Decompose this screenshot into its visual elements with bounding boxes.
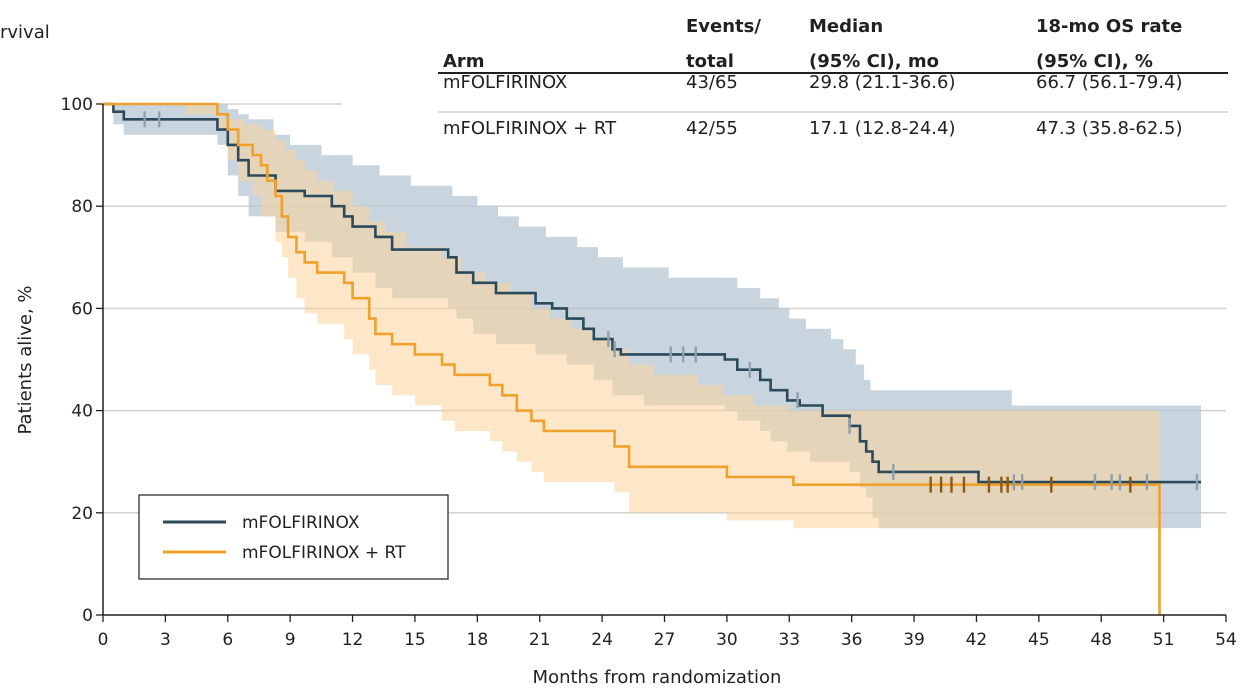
table-cell-r0-c0: mFOLFIRINOX (443, 72, 567, 93)
confidence-bands (103, 104, 1201, 534)
x-tick-label-39: 39 (903, 630, 925, 650)
panel-label: rvival (0, 22, 50, 43)
x-tick-label-30: 30 (716, 630, 738, 650)
x-tick-label-9: 9 (285, 630, 296, 650)
x-tick-label-18: 18 (467, 630, 489, 650)
survival-curves (103, 102, 1201, 615)
y-tick-label-0: 0 (82, 606, 93, 626)
censor-marks (143, 111, 1199, 493)
x-axis-title: Months from randomization (533, 667, 782, 688)
x-tick-label-42: 42 (966, 630, 988, 650)
x-tick-label-48: 48 (1090, 630, 1112, 650)
x-tick-label-27: 27 (654, 630, 676, 650)
table-header-col2-line0: Median (809, 16, 883, 37)
series-line-mfolfirinox (103, 102, 1201, 484)
legend: mFOLFIRINOX mFOLFIRINOX + RT (138, 494, 449, 580)
table-header-col3-line1: (95% CI), % (1036, 51, 1153, 72)
legend-label-1: mFOLFIRINOX + RT (242, 543, 406, 563)
table-background (438, 18, 1228, 158)
table-cell-r1-c2: 17.1 (12.8-24.4) (809, 118, 956, 139)
x-tick-label-15: 15 (404, 630, 426, 650)
table-cell-r0-c1: 43/65 (686, 72, 738, 93)
axis-ticks: 0 3 6 9 12 15 18 21 24 27 30 33 36 39 42 45 48 51 54020406… (61, 95, 1237, 650)
y-tick-label-80: 80 (71, 197, 93, 217)
ci-band-mfolfirinox-rt (103, 104, 1160, 529)
table-cell-r0-c2: 29.8 (21.1-36.6) (809, 72, 956, 93)
y-tick-label-60: 60 (71, 299, 93, 319)
y-tick-label-40: 40 (71, 402, 93, 422)
y-tick-label-100: 100 (61, 95, 93, 115)
table-cell-r1-c1: 42/55 (686, 118, 738, 139)
x-tick-label-51: 51 (1153, 630, 1175, 650)
y-tick-label-20: 20 (71, 504, 93, 524)
x-tick-label-33: 33 (778, 630, 800, 650)
table-header-col2-line1: (95% CI), mo (809, 51, 939, 72)
table-header-col1-line0: Events/ (686, 16, 761, 37)
table-header-col0-line0: Arm (443, 51, 485, 72)
x-tick-label-12: 12 (342, 630, 364, 650)
legend-label-0: mFOLFIRINOX (242, 513, 360, 533)
x-tick-label-54: 54 (1215, 630, 1237, 650)
table-cell-r1-c0: mFOLFIRINOX + RT (443, 118, 617, 139)
table-cell-r0-c3: 66.7 (56.1-79.4) (1036, 72, 1183, 93)
x-tick-label-3: 3 (160, 630, 171, 650)
x-tick-label-0: 0 (98, 630, 109, 650)
table-cell-r1-c3: 47.3 (35.8-62.5) (1036, 118, 1183, 139)
x-tick-label-6: 6 (222, 630, 233, 650)
legend-box (138, 494, 449, 580)
x-tick-label-36: 36 (841, 630, 863, 650)
table-header-col1-line1: total (686, 51, 734, 72)
y-axis-title: Patients alive, % (15, 285, 36, 434)
table-header-col3-line0: 18-mo OS rate (1036, 16, 1182, 37)
summary-table: Arm Events/total Median (95% CI), mo 18-mo O… (438, 16, 1228, 158)
x-tick-label-45: 45 (1028, 630, 1050, 650)
series-line-mfolfirinox-rt (103, 102, 1161, 615)
x-tick-label-24: 24 (591, 630, 613, 650)
x-tick-label-21: 21 (529, 630, 551, 650)
